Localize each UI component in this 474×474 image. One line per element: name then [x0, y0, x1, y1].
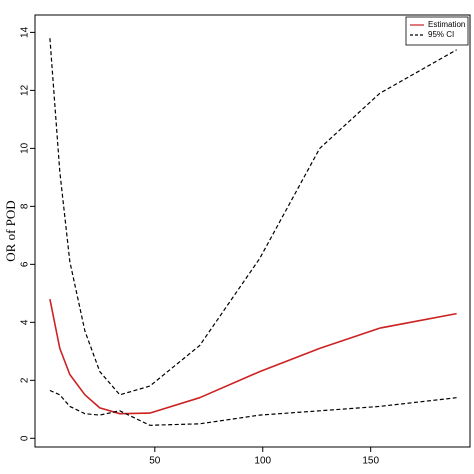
series-line [49, 38, 457, 396]
y-tick-label: 2 [20, 377, 31, 383]
x-tick-label: 150 [362, 456, 379, 467]
legend-label: Estimation [428, 20, 465, 29]
x-tick-label: 50 [149, 456, 161, 467]
y-tick-label: 4 [20, 319, 31, 325]
series-line [49, 298, 457, 415]
y-axis-label: OR of POD [3, 200, 18, 261]
plot-frame [34, 14, 471, 448]
y-tick-label: 0 [20, 435, 31, 441]
y-tick-label: 10 [20, 142, 31, 154]
x-tick-label: 100 [254, 456, 271, 467]
y-tick-label: 14 [20, 26, 31, 38]
y-tick-label: 6 [20, 261, 31, 267]
legend-label: 95% CI [428, 30, 454, 39]
y-tick-label: 12 [20, 84, 31, 96]
legend-box [405, 16, 469, 46]
series-line [49, 389, 457, 426]
y-tick-label: 8 [20, 203, 31, 209]
